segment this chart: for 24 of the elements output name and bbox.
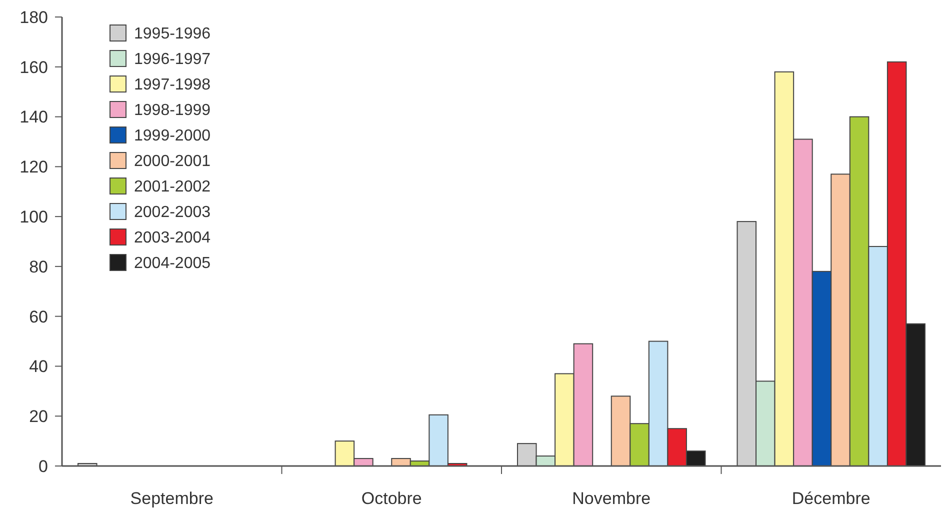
y-tick-label: 40	[29, 357, 48, 376]
legend-label: 1995-1996	[134, 26, 211, 43]
y-tick-label: 0	[38, 456, 48, 476]
legend-label: 2000-2001	[134, 153, 211, 170]
legend-label: 2004-2005	[134, 255, 211, 272]
legend-label: 1996-1997	[134, 51, 211, 68]
legend-label: 1997-1998	[134, 76, 211, 94]
y-tick-label: 140	[20, 108, 48, 127]
legend-label: 1999-2000	[134, 128, 211, 145]
x-tick-label: Septembre	[130, 489, 214, 508]
x-tick-label: Octobre	[361, 489, 422, 508]
y-tick-label: 60	[29, 307, 48, 326]
y-tick-label: 160	[20, 58, 48, 77]
y-tick-label: 120	[20, 158, 48, 177]
y-tick-label: 20	[29, 407, 48, 426]
legend-label: 1998-1999	[134, 102, 211, 120]
y-tick-label: 100	[20, 208, 48, 227]
y-tick-label: 180	[20, 8, 48, 27]
x-tick-label: Novembre	[572, 489, 651, 508]
legend-label: 2002-2003	[134, 204, 211, 222]
y-tick-label: 80	[29, 257, 48, 276]
legend-label: 2003-2004	[134, 230, 211, 247]
legend-label: 2001-2002	[134, 178, 211, 196]
x-tick-label: Décembre	[792, 489, 870, 508]
